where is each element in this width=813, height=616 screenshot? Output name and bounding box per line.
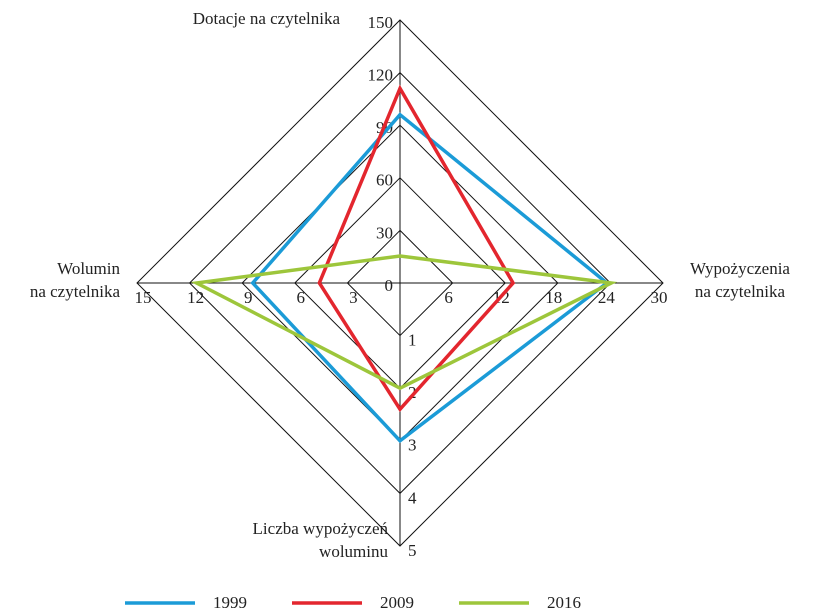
tick-label: 4 xyxy=(408,488,417,507)
legend-label: 2016 xyxy=(547,593,581,612)
tick-label: 6 xyxy=(444,288,453,307)
tick-label: 120 xyxy=(368,66,394,85)
axis-title: Wolumin xyxy=(57,259,120,278)
tick-label: 150 xyxy=(368,13,394,32)
tick-label: 0 xyxy=(385,276,394,295)
axis-title: Liczba wypożyczeń xyxy=(253,519,389,538)
tick-label: 1 xyxy=(408,331,417,350)
axis-title: na czytelnika xyxy=(30,282,121,301)
tick-label: 24 xyxy=(598,288,616,307)
legend-label: 2009 xyxy=(380,593,414,612)
series-polygon xyxy=(250,112,610,444)
tick-label: 12 xyxy=(187,288,204,307)
axis-title: Wypożyczenia xyxy=(690,259,790,278)
tick-label: 2 xyxy=(408,383,417,402)
tick-label: 60 xyxy=(376,171,393,190)
series-polygon xyxy=(190,254,618,391)
tick-label: 30 xyxy=(651,288,668,307)
series-polygon xyxy=(317,84,516,413)
tick-label: 3 xyxy=(349,288,358,307)
legend-label: 1999 xyxy=(213,593,247,612)
tick-label: 3 xyxy=(408,436,417,455)
axis-title: Dotacje na czytelnika xyxy=(193,9,341,28)
tick-label: 9 xyxy=(244,288,253,307)
tick-label: 5 xyxy=(408,541,417,560)
tick-label: 15 xyxy=(135,288,152,307)
axis-title: woluminu xyxy=(319,542,388,561)
tick-label: 30 xyxy=(376,223,393,242)
axis-title: na czytelnika xyxy=(695,282,786,301)
tick-label: 18 xyxy=(545,288,562,307)
tick-label: 6 xyxy=(297,288,306,307)
